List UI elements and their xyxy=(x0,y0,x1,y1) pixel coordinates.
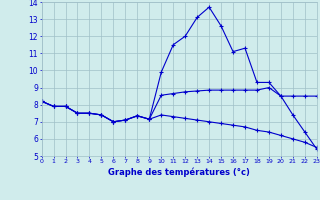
X-axis label: Graphe des températures (°c): Graphe des températures (°c) xyxy=(108,167,250,177)
